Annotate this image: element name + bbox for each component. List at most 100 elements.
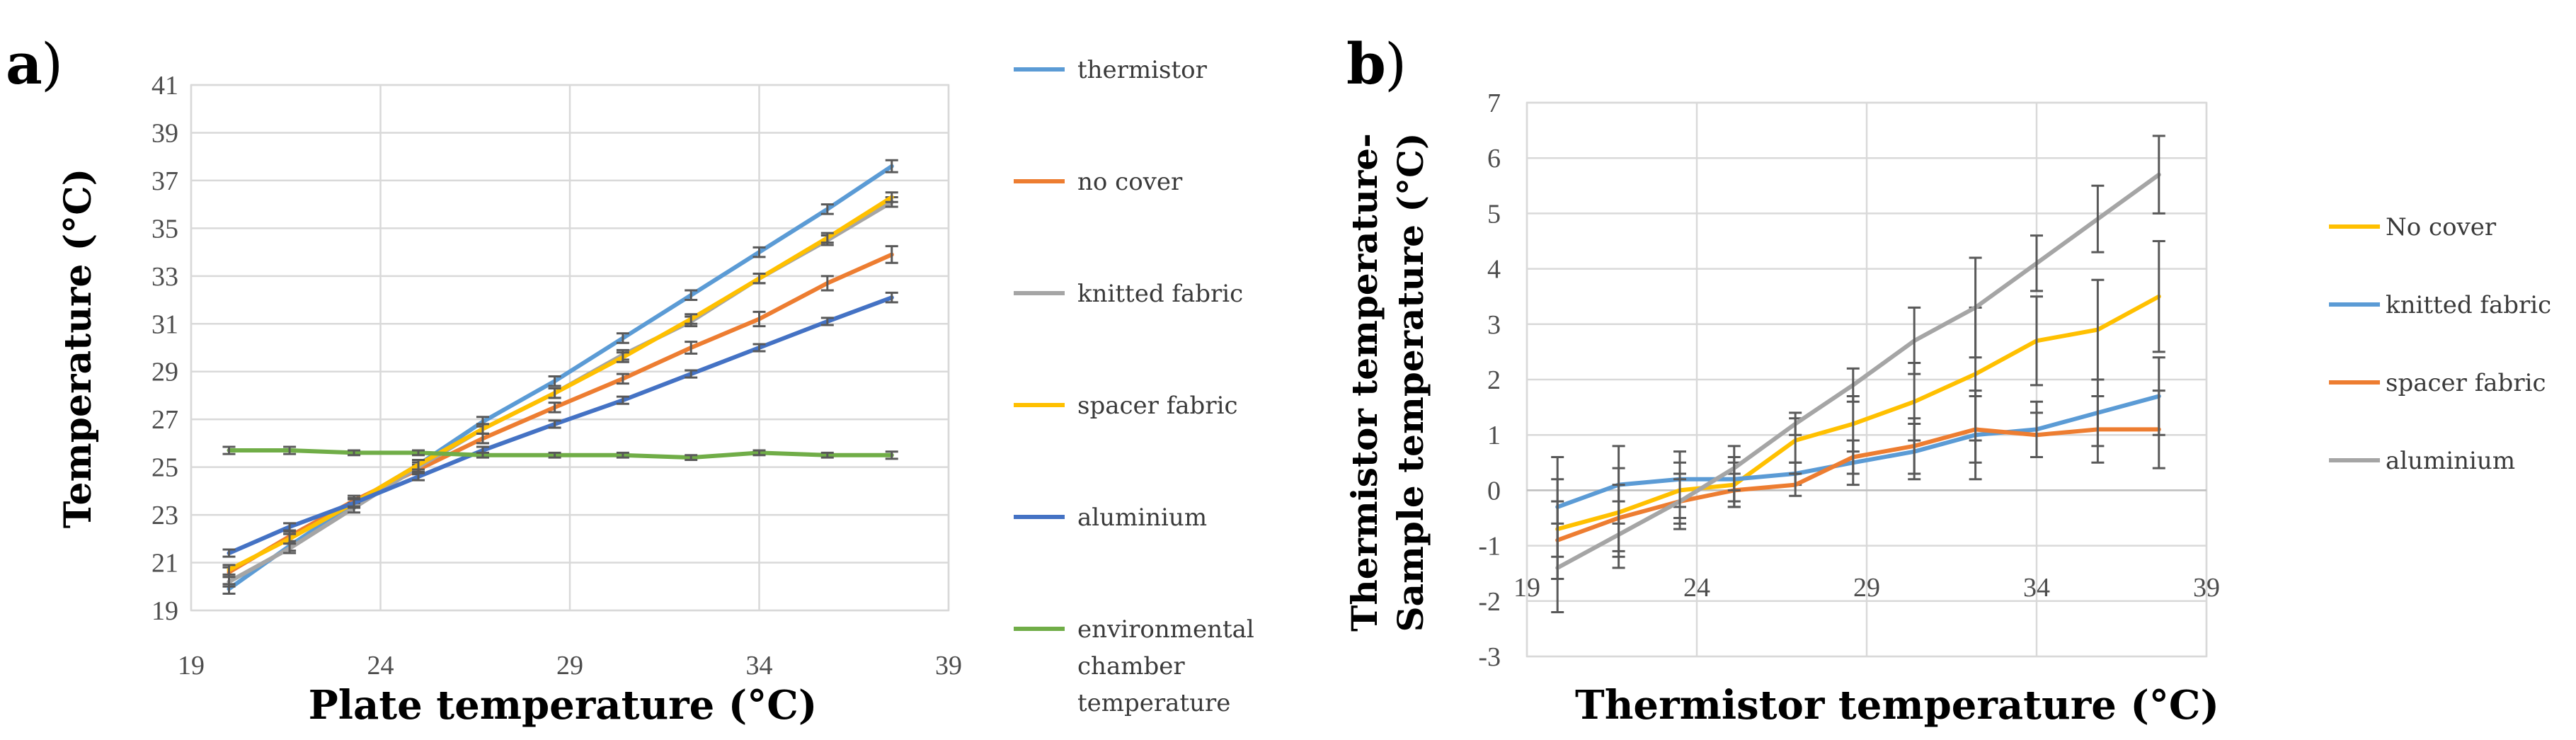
chart-b-grid [1525,101,2208,658]
chart-a-legend-label: thermistor [1077,56,1208,84]
chart-b-x-tick-label: 24 [1683,573,1710,603]
chart-b-error-bar [1612,500,1625,569]
chart-a-error-bar [820,275,834,292]
chart-b-y-tick-label: 6 [1487,144,1501,173]
chart-a-error-bar [616,351,629,363]
chart-a-series [222,159,898,595]
chart-a-error-bar [222,564,236,576]
chart-b-error-bar [1908,417,1921,475]
chart-a-y-tick-label: 33 [151,262,178,292]
chart-a-error-bar [752,246,766,258]
panel-letter-a: a [6,30,42,97]
chart-b-x-tick-label: 29 [1853,573,1880,603]
chart-a-error-bar [222,576,236,588]
chart-a-error-bar [548,375,561,387]
chart-a-error-bar [412,472,425,482]
chart-a-legend-label: knitted fabric [1077,280,1243,308]
chart-b-x-tick-label: 39 [2193,573,2220,603]
chart-b-legend-item-aluminium: aluminium [2329,447,2515,475]
chart-b-y-tick-label: 2 [1487,365,1501,395]
chart-b-error-bar [2152,240,2165,353]
chart-a-error-bar [820,317,834,326]
chart-a-y-tick-label: 27 [151,405,178,435]
chart-a-error-bar [548,419,561,429]
chart-b-legend-label: spacer fabric [2386,369,2546,397]
chart-a-error-bar [885,450,898,460]
panel-paren-b: ) [1385,31,1407,97]
chart-a-legend: thermistor no cover knitted fabric spacer f… [1014,56,1254,717]
chart-a: 19 24 29 34 39 19 21 23 25 27 29 31 33 35 37 39 41 Plate… [57,56,1254,729]
chart-a-legend-item-aluminium: aluminium [1014,503,1207,532]
chart-b-series-no-cover [1551,240,2165,581]
chart-a-x-tick-label: 39 [935,651,962,681]
chart-a-grid [190,84,950,612]
chart-b-error-bar [2152,389,2165,469]
chart-a-error-bar [820,451,834,459]
chart-a-error-bar [685,369,698,379]
chart-b-error-bar [1969,256,1982,359]
chart-a-error-bar [283,533,297,545]
chart-a-error-bar [222,445,236,455]
chart-b-error-bar [2091,394,2105,464]
chart-a-y-tick-label: 31 [151,309,178,339]
chart-a-x-tick-label: 34 [746,651,773,681]
chart-b-y-tick-label: -3 [1478,642,1501,672]
chart-a-ticks: 19 24 29 34 39 19 21 23 25 27 29 31 33 35 37 39 41 [151,71,962,681]
chart-b-error-bar [1846,367,1860,403]
chart-a-ylabel: Temperature (°C) [57,169,100,528]
chart-a-legend-item-environmental-chamber-temperature: environmental chamber temperature [1014,615,1254,717]
panel-letter-b: b [1346,30,1386,97]
chart-b-series-line [1555,294,2161,532]
chart-b-y-tick-label: 4 [1487,255,1501,285]
chart-a-xlabel: Plate temperature (°C) [309,682,818,729]
chart-a-y-tick-label: 41 [151,71,178,101]
chart-a-error-bar [685,313,698,325]
chart-b-legend-item-no-cover: No cover [2329,213,2497,241]
chart-a-error-bar [616,332,629,344]
chart-a-error-bar [885,291,898,304]
chart-b-error-bar [1789,472,1802,497]
chart-b-error-bar [1908,306,1921,375]
chart-a-error-bar [885,159,898,173]
chart-a-error-bar [548,387,561,399]
chart-b-error-bar [1673,472,1686,530]
chart-b-y-tick-label: -2 [1478,587,1501,617]
chart-a-y-tick-label: 19 [151,596,178,626]
chart-a-error-bar [885,191,898,203]
chart-b-legend-label: No cover [2386,213,2497,241]
chart-a-error-bar [476,423,489,435]
chart-a-legend-item-thermistor: thermistor [1014,56,1208,84]
chart-b-x-tick-label: 19 [1513,573,1540,603]
chart-a-error-bar [752,310,766,328]
panel-paren-a: ) [41,31,63,97]
chart-b-y-tick-label: 5 [1487,199,1501,229]
chart-a-series-line [227,448,894,460]
chart-b-y-tick-label: 7 [1487,89,1501,118]
chart-b-ylabel-line2: Sample temperature (°C) [1390,132,1431,632]
chart-b-error-bar [1727,445,1741,491]
chart-a-error-bar [752,272,766,285]
chart-a-legend-item-spacer-fabric: spacer fabric [1014,392,1238,420]
chart-a-legend-label: no cover [1077,168,1183,196]
chart-a-legend-item-no-cover: no cover [1014,168,1183,196]
chart-b-legend-item-spacer-fabric: spacer fabric [2329,369,2546,397]
chart-b-series [1551,135,2165,613]
chart-b-error-bar [2091,184,2105,254]
chart-b-xlabel: Thermistor temperature (°C) [1575,682,2219,729]
chart-a-series-spacer-fabric [222,191,898,576]
chart-b-error-bar [2030,295,2043,387]
chart-b-legend-item-knitted-fabric: knitted fabric [2329,291,2551,319]
chart-a-error-bar [548,402,561,414]
chart-a-y-tick-label: 37 [151,166,178,196]
chart-a-error-bar [222,548,236,558]
chart-b-ylabel-line1: Thermistor temperature- [1344,133,1385,632]
chart-a-error-bar [283,522,297,532]
chart-a-legend-label: environmental chamber temperature [1077,615,1254,717]
chart-a-error-bar [412,449,425,457]
chart-b-y-tick-label: 3 [1487,310,1501,340]
chart-a-error-bar [752,343,766,353]
chart-a-y-tick-label: 29 [151,358,178,387]
chart-a-error-bar [685,289,698,302]
